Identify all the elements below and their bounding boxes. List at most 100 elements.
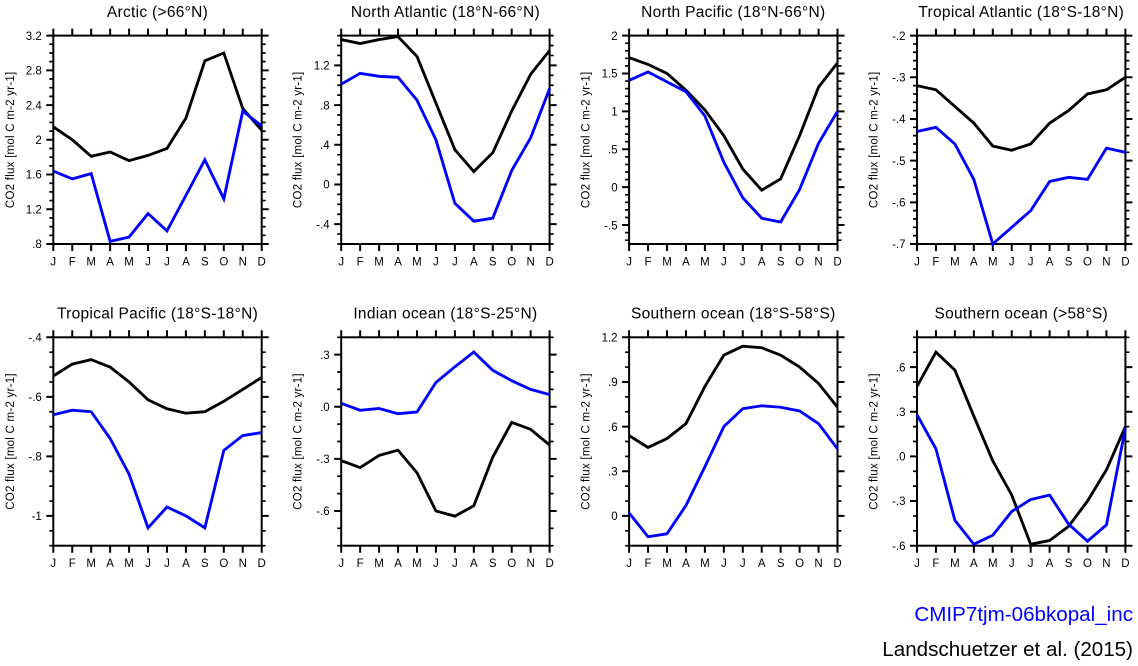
svg-text:-.8: -.8 <box>28 452 41 464</box>
svg-text:-.5: -.5 <box>604 220 617 232</box>
svg-text:2: 2 <box>611 31 617 43</box>
svg-text:O: O <box>219 558 228 570</box>
svg-text:.0: .0 <box>320 402 330 414</box>
svg-text:O: O <box>507 558 516 570</box>
svg-text:N: N <box>239 257 247 269</box>
svg-text:M: M <box>662 257 672 269</box>
svg-text:O: O <box>507 257 516 269</box>
svg-text:F: F <box>357 558 364 570</box>
svg-text:M: M <box>950 558 960 570</box>
svg-text:Tropical Pacific (18°S-18°N): Tropical Pacific (18°S-18°N) <box>57 305 258 322</box>
svg-text:Arctic (>66°N): Arctic (>66°N) <box>107 4 208 21</box>
svg-text:Southern ocean (>58°S): Southern ocean (>58°S) <box>934 305 1108 322</box>
svg-text:M: M <box>662 558 672 570</box>
svg-text:A: A <box>970 558 978 570</box>
svg-text:.6: .6 <box>608 422 618 434</box>
svg-text:CO2 flux [mol C m-2 yr-1]: CO2 flux [mol C m-2 yr-1] <box>581 373 593 510</box>
svg-text:J: J <box>338 558 344 570</box>
svg-text:D: D <box>258 558 266 570</box>
svg-text:A: A <box>394 558 402 570</box>
svg-text:-.3: -.3 <box>892 72 905 84</box>
svg-text:.8: .8 <box>320 100 330 112</box>
svg-text:1: 1 <box>611 107 617 119</box>
svg-text:M: M <box>124 257 134 269</box>
svg-text:Tropical Atlantic (18°S-18°N): Tropical Atlantic (18°S-18°N) <box>918 4 1124 21</box>
svg-text:2.8: 2.8 <box>26 66 42 78</box>
svg-text:Indian ocean (18°S-25°N): Indian ocean (18°S-25°N) <box>353 305 537 322</box>
svg-text:-.3: -.3 <box>316 454 329 466</box>
svg-text:J: J <box>433 257 439 269</box>
svg-text:A: A <box>106 257 114 269</box>
svg-text:A: A <box>682 558 690 570</box>
svg-text:1.6: 1.6 <box>26 170 42 182</box>
svg-text:-.7: -.7 <box>892 239 905 251</box>
svg-text:.3: .3 <box>320 350 330 362</box>
svg-text:N: N <box>814 558 822 570</box>
svg-text:M: M <box>374 558 384 570</box>
svg-text:0: 0 <box>323 180 329 192</box>
svg-text:M: M <box>412 257 422 269</box>
svg-text:A: A <box>970 257 978 269</box>
svg-text:O: O <box>219 257 228 269</box>
svg-text:J: J <box>626 558 632 570</box>
svg-text:CO2 flux [mol C m-2 yr-1]: CO2 flux [mol C m-2 yr-1] <box>5 71 17 208</box>
svg-text:N: N <box>1102 257 1110 269</box>
svg-text:CO2 flux [mol C m-2 yr-1]: CO2 flux [mol C m-2 yr-1] <box>869 71 881 208</box>
svg-text:D: D <box>833 257 841 269</box>
svg-text:-.6: -.6 <box>892 541 905 553</box>
svg-text:J: J <box>740 558 746 570</box>
svg-text:S: S <box>489 558 497 570</box>
svg-text:M: M <box>988 558 998 570</box>
svg-text:-.4: -.4 <box>316 219 330 231</box>
svg-text:J: J <box>914 257 920 269</box>
svg-text:-.5: -.5 <box>892 156 905 168</box>
svg-text:M: M <box>950 257 960 269</box>
svg-text:0: 0 <box>611 182 617 194</box>
svg-text:-.6: -.6 <box>28 392 41 404</box>
svg-text:North Pacific (18°N-66°N): North Pacific (18°N-66°N) <box>641 4 825 21</box>
svg-text:2: 2 <box>35 135 41 147</box>
svg-text:0: 0 <box>611 511 617 523</box>
svg-text:M: M <box>988 257 998 269</box>
svg-text:.9: .9 <box>608 377 618 389</box>
svg-text:-.6: -.6 <box>316 506 329 518</box>
svg-text:3.2: 3.2 <box>26 31 42 43</box>
svg-text:M: M <box>700 257 710 269</box>
svg-text:D: D <box>1121 558 1129 570</box>
svg-text:A: A <box>106 558 114 570</box>
svg-text:J: J <box>914 558 920 570</box>
svg-text:S: S <box>201 257 209 269</box>
svg-text:-.3: -.3 <box>892 496 905 508</box>
svg-text:CO2 flux [mol C m-2 yr-1]: CO2 flux [mol C m-2 yr-1] <box>869 373 881 510</box>
svg-text:F: F <box>932 558 939 570</box>
svg-text:J: J <box>1009 558 1015 570</box>
svg-text:O: O <box>1083 558 1092 570</box>
svg-text:A: A <box>470 558 478 570</box>
svg-text:-.2: -.2 <box>892 31 905 43</box>
svg-text:N: N <box>526 558 534 570</box>
svg-text:-1: -1 <box>32 511 42 523</box>
svg-text:.6: .6 <box>896 362 906 374</box>
svg-text:A: A <box>682 257 690 269</box>
svg-text:N: N <box>526 257 534 269</box>
svg-text:J: J <box>1028 558 1034 570</box>
svg-text:J: J <box>452 257 458 269</box>
svg-text:1.2: 1.2 <box>602 333 618 345</box>
svg-text:J: J <box>452 558 458 570</box>
svg-text:CO2 flux [mol C m-2 yr-1]: CO2 flux [mol C m-2 yr-1] <box>581 71 593 208</box>
svg-text:J: J <box>145 257 151 269</box>
svg-text:A: A <box>758 558 766 570</box>
svg-text:M: M <box>412 558 422 570</box>
svg-text:J: J <box>1028 257 1034 269</box>
svg-text:.5: .5 <box>608 144 618 156</box>
svg-text:A: A <box>182 257 190 269</box>
svg-text:M: M <box>700 558 710 570</box>
svg-text:D: D <box>545 257 553 269</box>
svg-text:M: M <box>86 257 96 269</box>
svg-text:J: J <box>145 558 151 570</box>
svg-text:O: O <box>1083 257 1092 269</box>
svg-text:F: F <box>357 257 364 269</box>
svg-text:M: M <box>374 257 384 269</box>
svg-text:M: M <box>124 558 134 570</box>
svg-text:A: A <box>758 257 766 269</box>
